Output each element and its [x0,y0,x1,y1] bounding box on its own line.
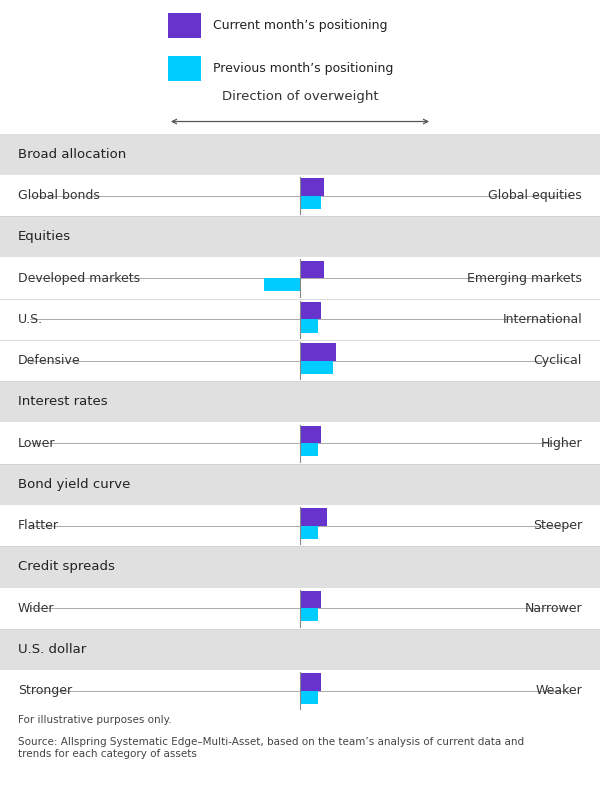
Bar [0,629,600,670]
Text: Current month’s positioning: Current month’s positioning [213,19,388,31]
Text: Developed markets: Developed markets [18,271,140,285]
Text: Source: Allspring Systematic Edge–Multi-Asset, based on the team’s analysis of c: Source: Allspring Systematic Edge–Multi-… [18,737,524,759]
Text: Narrower: Narrower [524,601,582,615]
Bar [0,423,600,464]
Bar [300,691,318,704]
Bar [300,443,318,457]
Text: U.S.: U.S. [18,313,43,326]
Bar [300,178,324,196]
Bar [0,381,600,422]
Text: Lower: Lower [18,436,56,450]
Bar [300,261,324,278]
Bar [300,608,318,622]
Text: Flatter: Flatter [18,519,59,532]
Text: Broad allocation: Broad allocation [18,148,126,161]
Text: Stronger: Stronger [18,684,72,697]
Bar [0,505,600,546]
Text: International: International [502,313,582,326]
Bar [300,674,321,691]
Text: For illustrative purposes only.: For illustrative purposes only. [18,715,172,725]
Bar [300,302,321,319]
Text: Credit spreads: Credit spreads [18,560,115,574]
Bar [0,340,600,381]
Bar [0,588,600,629]
Bar [0,134,600,174]
Text: Weaker: Weaker [535,684,582,697]
Text: Bond yield curve: Bond yield curve [18,478,130,491]
Text: Wider: Wider [18,601,55,615]
Bar [300,361,333,374]
Text: Previous month’s positioning: Previous month’s positioning [213,62,394,75]
Text: Steeper: Steeper [533,519,582,532]
Bar [300,319,318,332]
Text: Higher: Higher [541,436,582,450]
Bar [300,426,321,443]
Text: Cyclical: Cyclical [533,354,582,367]
Bar [0,174,600,216]
Text: Emerging markets: Emerging markets [467,271,582,285]
Text: Global equities: Global equities [488,189,582,202]
Bar [300,509,327,526]
Text: Equities: Equities [18,230,71,244]
Text: Global bonds: Global bonds [18,189,100,202]
Bar [168,13,201,38]
Bar [168,56,201,81]
Bar [0,257,600,299]
Bar [0,464,600,505]
Text: U.S. dollar: U.S. dollar [18,643,86,656]
Bar [300,591,321,608]
Bar [0,546,600,588]
Text: Defensive: Defensive [18,354,80,367]
Bar [0,299,600,340]
Bar [264,278,300,292]
Text: Direction of overweight: Direction of overweight [221,90,379,104]
Bar [300,196,321,209]
Bar [0,216,600,257]
Text: Interest rates: Interest rates [18,395,107,409]
Bar [300,343,336,361]
Bar [0,670,600,711]
Bar [300,526,318,539]
